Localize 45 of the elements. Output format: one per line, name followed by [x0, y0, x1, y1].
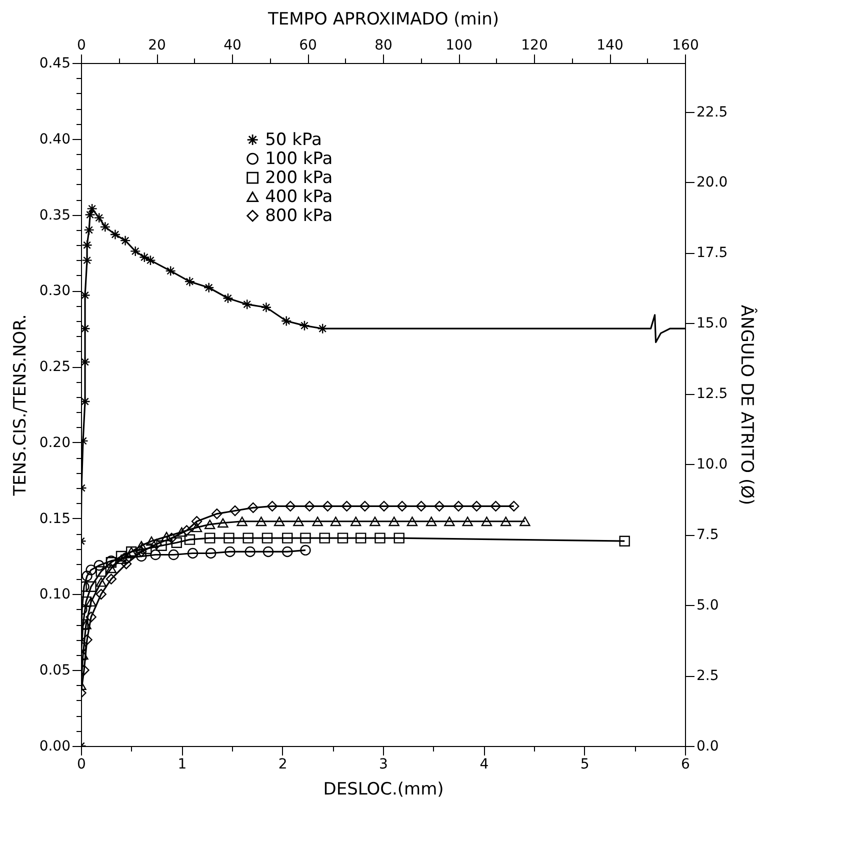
x2-tick-label: 140: [596, 38, 624, 54]
y-tick-label: 0.15: [39, 510, 70, 527]
y2-tick-label: 7.5: [696, 527, 719, 544]
y2-tick-label: 17.5: [696, 245, 728, 262]
y-tick-label: 0.10: [39, 586, 70, 603]
x2-tick-label: 40: [224, 38, 242, 54]
y2-tick-label: 5.0: [696, 598, 719, 614]
x-tick-label: 3: [379, 756, 388, 772]
x2-tick-label: 80: [374, 38, 392, 54]
y2-tick-label: 12.5: [696, 386, 728, 402]
y-tick-label: 0.05: [39, 662, 70, 679]
y-tick-label: 0.25: [39, 359, 70, 376]
y2-tick-label: 2.5: [696, 668, 719, 684]
y2-tick-label: 0.0: [696, 738, 719, 754]
y2-axis-title: ÂNGULO DE ATRITO (Ø): [736, 304, 758, 506]
x2-tick-label: 0: [77, 38, 86, 54]
x-tick-label: 2: [278, 756, 288, 772]
y-tick-label: 0.20: [39, 434, 70, 451]
legend-label: 200 kPa: [265, 168, 333, 188]
x-tick-label: 1: [178, 756, 187, 772]
y-tick-label: 0.45: [39, 56, 70, 72]
y2-tick-label: 20.0: [696, 174, 728, 191]
x-tick-label: 0: [77, 756, 86, 772]
y-tick-label: 0.30: [39, 283, 70, 300]
legend-label: 800 kPa: [265, 206, 333, 226]
y-tick-label: 0.40: [39, 131, 70, 148]
legend-label: 400 kPa: [265, 186, 333, 207]
x2-tick-label: 20: [148, 38, 166, 54]
y-tick-label: 0.35: [39, 207, 70, 224]
x-tick-label: 5: [580, 756, 590, 772]
y2-tick-label: 22.5: [696, 104, 728, 120]
legend-label: 50 kPa: [265, 130, 322, 150]
y-axis-title: TENS.CIS./TENS.NOR.: [10, 314, 30, 497]
x-axis-title: DESLOC.(mm): [323, 780, 444, 800]
x2-tick-label: 60: [299, 38, 317, 54]
x2-tick-label: 160: [672, 38, 699, 54]
x2-tick-label: 120: [521, 38, 548, 54]
legend-label: 100 kPa: [265, 148, 333, 169]
x-tick-label: 4: [480, 756, 489, 772]
y2-tick-label: 10.0: [696, 456, 728, 473]
x2-axis-title: TEMPO APROXIMADO (min): [267, 10, 499, 30]
x-tick-label: 6: [681, 756, 690, 772]
y2-tick-label: 15.0: [696, 316, 728, 332]
x2-tick-label: 100: [446, 38, 472, 54]
y-tick-label: 0.00: [39, 738, 70, 754]
